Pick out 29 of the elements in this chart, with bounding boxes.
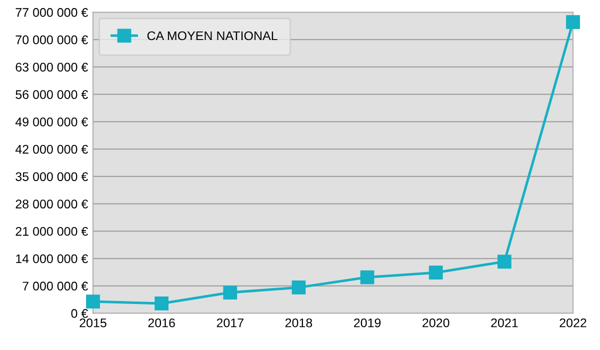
point xyxy=(360,270,374,284)
y-tick-label: 14 000 000 € xyxy=(16,254,88,264)
x-tick-label: 2021 xyxy=(491,318,518,328)
x-tick-label: 2018 xyxy=(285,318,312,328)
point xyxy=(566,15,580,29)
point xyxy=(497,254,512,269)
y-tick-label: 28 000 000 € xyxy=(16,200,88,208)
point xyxy=(428,266,443,280)
point xyxy=(154,296,169,310)
y-tick-label: 21 000 000 € xyxy=(16,226,88,236)
y-tick-label: 63 000 000 € xyxy=(16,62,88,72)
x-tick-label: 2015 xyxy=(80,318,106,328)
y-tick-label: 42 000 000 € xyxy=(15,144,88,154)
y-tick-label: 7 000 000 € xyxy=(22,282,88,291)
point xyxy=(86,294,100,308)
y-tick-label: 77 000 000 € xyxy=(16,8,88,17)
y-tick-label: 35 000 000 € xyxy=(16,172,88,182)
legend-label: CA MOYEN NATIONAL xyxy=(147,31,278,40)
y-tick-label: 0 € xyxy=(71,309,88,318)
x-tick-label: 2019 xyxy=(354,318,381,328)
y-tick-label: 56 000 000 € xyxy=(16,90,88,99)
point xyxy=(292,280,306,294)
x-tick-label: 2022 xyxy=(560,318,586,328)
x-tick-label: 2017 xyxy=(216,318,244,328)
point xyxy=(223,286,238,300)
y-tick-label: 49 000 000 € xyxy=(15,118,88,126)
y-tick-label: 70 000 000 € xyxy=(16,35,88,44)
x-tick-label: 2020 xyxy=(422,318,450,328)
x-tick-label: 2016 xyxy=(148,318,175,328)
